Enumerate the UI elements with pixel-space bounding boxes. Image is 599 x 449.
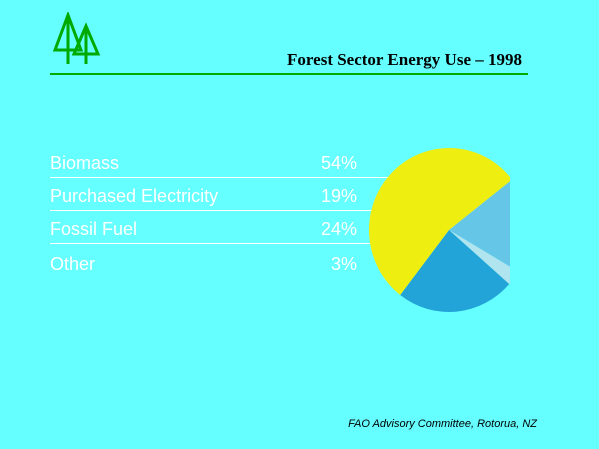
percent-label-fossil-fuel: 24% [320, 219, 357, 239]
category-label-other: Other [50, 254, 96, 274]
pie-slice-fossil-fuel [400, 230, 510, 312]
pie-slice-purchased-electricity [449, 181, 510, 267]
legend-row-other: Other 3% [50, 254, 360, 280]
percent-label-purchased-electricity: 19% [320, 186, 357, 206]
category-label-fossil-fuel: Fossil Fuel [50, 219, 138, 239]
category-label-purchased-electricity: Purchased Electricity [50, 186, 219, 206]
legend-row-fossil-fuel: Fossil Fuel 24% [50, 219, 360, 245]
leader-line-biomass [50, 177, 480, 178]
pie-slice-biomass [368, 147, 510, 295]
pie-slice-other [449, 230, 510, 285]
pie-chart [368, 147, 510, 312]
percent-label-biomass: 54% [320, 153, 357, 173]
leader-line-fossil-fuel [50, 243, 450, 244]
category-label-biomass: Biomass [50, 153, 120, 173]
leader-line-purchased-electricity [50, 210, 500, 211]
legend-row-biomass: Biomass 54% [50, 153, 360, 179]
trees-icon [52, 12, 101, 64]
percent-label-other: 3% [330, 254, 357, 274]
page-title: Forest Sector Energy Use – 1998 [287, 50, 522, 69]
legend-row-purchased-electricity: Purchased Electricity 19% [50, 186, 360, 212]
source-footer: FAO Advisory Committee, Rotorua, NZ [348, 418, 537, 430]
title-divider [50, 73, 528, 75]
